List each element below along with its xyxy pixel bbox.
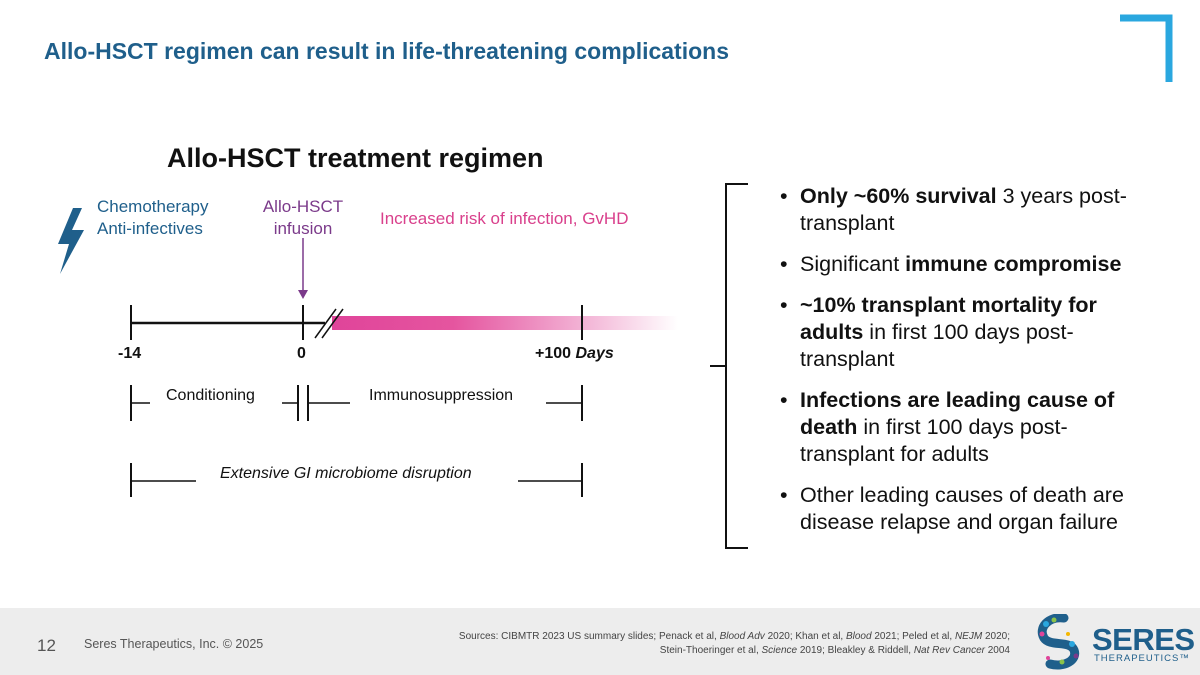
footer-bar [0, 608, 1200, 675]
chemotherapy-label: Chemotherapy Anti-infectives [97, 196, 209, 240]
source-text-4: 2019; Bleakley & Riddell, [797, 645, 914, 656]
tick-plus100-text: +100 [535, 345, 572, 362]
down-arrow-icon [298, 238, 308, 299]
infusion-label: Allo-HSCT infusion [253, 196, 353, 240]
tick-label-plus100: +100 Days [535, 345, 614, 363]
source-text-2: 2021; Peled et al, [871, 631, 955, 642]
bullet-infections: Infections are leading cause of death in… [780, 387, 1160, 468]
bullet-infections-bold: Infections are leading cause of death [800, 388, 1115, 439]
sources-line2: Stein-Thoeringer et al, Science 2019; Bl… [420, 644, 1010, 658]
immunosuppression-bracket [307, 385, 583, 421]
tick-label-minus14: -14 [118, 345, 142, 362]
risk-gradient-bar [332, 316, 678, 330]
logo-wordmark: SERES [1092, 622, 1195, 657]
sources-line1: Sources: CIBMTR 2023 US summary slides; … [420, 630, 1010, 644]
source-journal-3: NEJM [954, 631, 983, 642]
seres-logo-icon [1037, 614, 1080, 670]
timeline-diagram [130, 238, 678, 497]
bullet-immune-bold: immune compromise [905, 252, 1122, 276]
source-journal-4: Science [761, 645, 798, 656]
corner-bracket-decoration [1120, 14, 1173, 82]
page-number: 12 [37, 636, 56, 655]
anti-infectives-text: Anti-infectives [97, 219, 203, 238]
tick-label-zero: 0 [297, 345, 306, 362]
bullet-mortality-bold: ~10% transplant mortality for adults [800, 293, 1097, 344]
conditioning-label: Conditioning [166, 387, 255, 404]
bullet-survival: Only ~60% survival 3 years post-transpla… [780, 183, 1160, 237]
axis-break-icon [314, 308, 344, 339]
bullet-other-causes: Other leading causes of death are diseas… [780, 482, 1160, 536]
sources-prefix: Sources: CIBMTR 2023 US summary slides; … [458, 631, 720, 642]
slide-title: Allo-HSCT regimen can result in life-thr… [44, 38, 729, 64]
key-points-list: Only ~60% survival 3 years post-transpla… [780, 183, 1160, 550]
bullet-survival-bold: Only ~60% survival [800, 184, 997, 208]
immunosuppression-label: Immunosuppression [369, 387, 514, 404]
sources-citation: Sources: CIBMTR 2023 US summary slides; … [420, 630, 1010, 658]
bullet-other-causes-text: Other leading causes of death are diseas… [800, 483, 1124, 534]
days-unit-label: Days [575, 345, 614, 362]
bullet-mortality-text: in first 100 days post-transplant [800, 320, 1074, 371]
gi-disruption-bracket [130, 463, 583, 497]
source-text-5: 2004 [984, 645, 1010, 656]
conditioning-bracket [130, 385, 299, 421]
bullet-infections-text: in first 100 days post-transplant for ad… [800, 415, 1068, 466]
gi-disruption-label: Extensive GI microbiome disruption [220, 465, 472, 482]
source-journal-1: Blood Adv [719, 631, 765, 642]
infection-risk-label: Increased risk of infection, GvHD [380, 209, 629, 228]
bullet-survival-text: 3 years post-transplant [800, 184, 1127, 235]
bullet-immune-text: Significant [800, 252, 906, 276]
source-line2-prefix: Stein-Thoeringer et al, [659, 645, 762, 656]
source-journal-5: Nat Rev Cancer [913, 645, 985, 656]
lightning-bolt-icon [58, 208, 84, 274]
bullet-mortality: ~10% transplant mortality for adults in … [780, 292, 1160, 373]
source-text-1: 2020; Khan et al, [764, 631, 846, 642]
bullet-immune: Significant immune compromise [780, 251, 1160, 278]
infusion-line2: infusion [273, 219, 333, 238]
diagram-subtitle: Allo-HSCT treatment regimen [167, 143, 544, 173]
logo-subtitle: THERAPEUTICS™ [1094, 653, 1190, 664]
source-journal-2: Blood [845, 631, 872, 642]
chemotherapy-text: Chemotherapy [97, 197, 209, 216]
summary-bracket [710, 183, 748, 549]
infusion-line1: Allo-HSCT [262, 197, 344, 216]
source-text-3: 2020; [982, 631, 1010, 642]
copyright-text: Seres Therapeutics, Inc. © 2025 [84, 637, 264, 651]
